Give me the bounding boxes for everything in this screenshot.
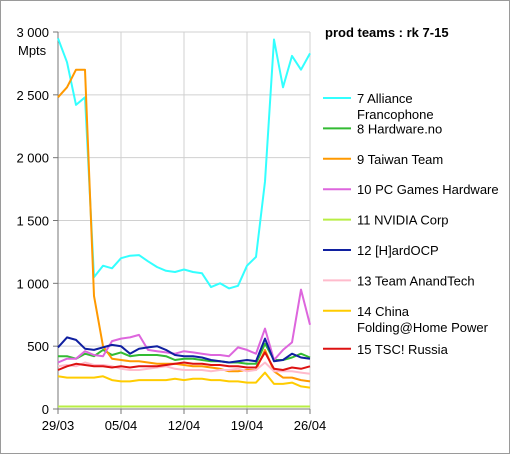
- y-tick-label: 2 000: [16, 151, 49, 166]
- x-tick-label: 26/04: [294, 418, 327, 433]
- legend-label: 10 PC Games Hardware: [357, 182, 499, 197]
- x-tick-label: 05/04: [105, 418, 138, 433]
- x-tick-label: 19/04: [231, 418, 264, 433]
- legend-label: 9 Taiwan Team: [357, 152, 443, 167]
- series-line-9: [57, 351, 311, 371]
- y-tick-label: 1 000: [16, 276, 49, 291]
- y-axis-label: Mpts: [18, 43, 47, 58]
- legend-label: 12 [H]ardOCP: [357, 243, 439, 258]
- y-tick-label: 3 000: [16, 25, 49, 40]
- y-tick-label: 1 500: [16, 214, 49, 229]
- grid-lines: [58, 31, 311, 409]
- y-tick-label: 500: [27, 339, 49, 354]
- legend-label: 7 Alliance Francophone: [357, 91, 434, 122]
- series-line-2: [58, 342, 311, 365]
- series-line-1: [57, 37, 311, 290]
- legend-label: 11 NVIDIA Corp: [357, 213, 449, 228]
- series-line-8: [57, 371, 311, 389]
- x-tick-labels: 29/03 05/04 12/04 19/04 26/04: [42, 418, 327, 433]
- x-tick-label: 29/03: [42, 418, 75, 433]
- y-tick-label: 0: [42, 402, 49, 417]
- legend-label: 13 Team AnandTech: [357, 273, 475, 288]
- series-line-4: [57, 288, 311, 364]
- y-tick-label: 2 500: [16, 88, 49, 103]
- chart-title: prod teams : rk 7-15: [325, 25, 449, 40]
- x-tick-label: 12/04: [168, 418, 201, 433]
- y-tick-labels: 0 500 1 000 1 500 2 000 2 500 3 000: [16, 25, 49, 417]
- series-line-7: [57, 361, 311, 375]
- legend-label: 8 Hardware.no: [357, 121, 442, 136]
- legend-label: 14 China Folding@Home Power: [357, 304, 489, 335]
- series-lines: [57, 37, 311, 408]
- series-line-6: [57, 336, 311, 364]
- legend-label: 15 TSC! Russia: [357, 342, 449, 357]
